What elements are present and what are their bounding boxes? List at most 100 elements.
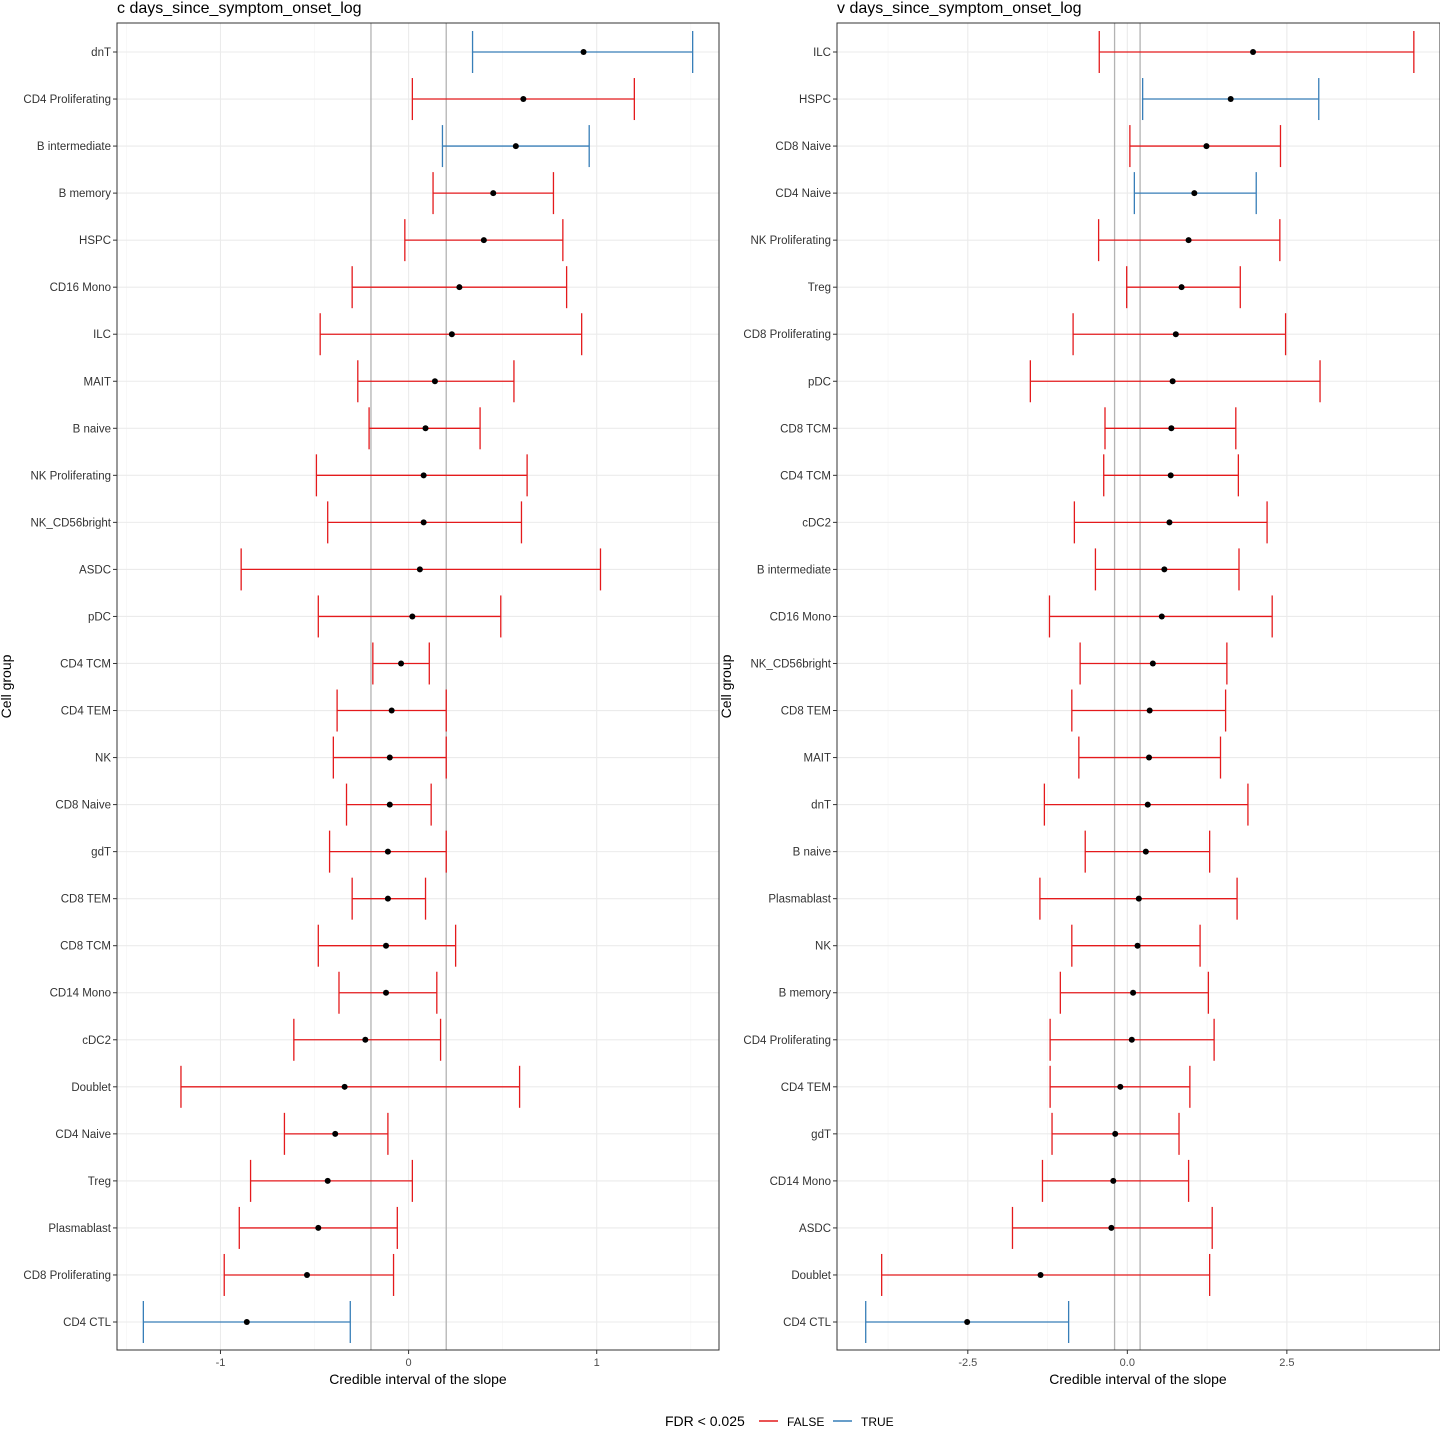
errorbar-cd14-mono <box>1041 1159 1190 1202</box>
point-estimate-plasmablast <box>315 1224 322 1231</box>
point-estimate-pdc <box>1169 378 1176 385</box>
point-estimate-plasmablast <box>1135 895 1142 902</box>
point-estimate-cd8-proliferating <box>1172 331 1179 338</box>
y-tick-label: CD8 Proliferating <box>23 1270 111 1282</box>
point-estimate-cd4-tem <box>1117 1083 1124 1090</box>
point-estimate-cd4-ctl <box>964 1319 971 1325</box>
point-estimate-b-memory <box>1130 989 1137 996</box>
point-estimate-nk <box>1134 942 1141 949</box>
y-tick-label: CD8 Naive <box>55 800 111 812</box>
errorbar-cd8-naive <box>345 783 432 826</box>
point-estimate-cd4-ctl <box>243 1319 250 1325</box>
y-tick-label: B memory <box>779 988 832 1000</box>
legend-label-false: FALSE <box>787 1415 824 1429</box>
errorbar-hspc <box>1141 78 1320 121</box>
point-estimate-nk-proliferating <box>1185 237 1192 244</box>
errorbar-treg <box>249 1159 414 1202</box>
point-estimate-cd8-tcm <box>383 942 390 949</box>
x-tick-label: 1 <box>594 1357 600 1369</box>
point-estimate-gdt <box>384 848 391 855</box>
y-tick-label: CD4 TEM <box>781 1082 831 1094</box>
errorbar-nk <box>332 736 447 779</box>
errorbar-b-memory <box>1059 971 1210 1014</box>
errorbar-cd4-ctl <box>142 1301 351 1343</box>
legend-label-true: TRUE <box>861 1415 894 1429</box>
errorbar-cdc2 <box>293 1018 442 1061</box>
y-tick-label: CD4 Naive <box>55 1129 111 1141</box>
errorbar-cd4-tcm <box>1103 454 1240 497</box>
errorbar-doublet <box>881 1253 1211 1296</box>
point-estimate-ilc <box>448 331 455 338</box>
errorbar-asdc <box>240 548 602 591</box>
point-estimate-dnt <box>1144 801 1151 808</box>
point-estimate-doublet <box>1037 1271 1044 1278</box>
errorbar-nk <box>1071 924 1201 967</box>
y-tick-label: CD4 TCM <box>780 470 831 482</box>
point-estimate-cd8-naive <box>386 801 393 808</box>
y-tick-label: ILC <box>813 47 831 59</box>
point-estimate-b-naive <box>422 425 429 432</box>
errorbar-b-naive <box>368 407 481 450</box>
point-estimate-nk <box>386 754 393 761</box>
y-tick-label: Plasmablast <box>768 894 831 906</box>
y-tick-label: CD4 TEM <box>61 706 111 718</box>
errorbar-mait <box>1078 736 1222 779</box>
point-estimate-cd8-tem <box>1146 707 1153 714</box>
point-estimate-cd4-tem <box>388 707 395 714</box>
point-estimate-treg <box>1178 284 1185 291</box>
y-tick-label: B memory <box>59 188 112 200</box>
point-estimate-nk-cd56bright <box>1149 660 1156 667</box>
point-estimate-cd4-tcm <box>1167 472 1174 479</box>
errorbar-cd4-tem <box>336 689 447 732</box>
errorbar-gdt <box>328 830 447 873</box>
point-estimate-b-intermediate <box>512 143 519 150</box>
x-tick-label: 0 <box>406 1357 412 1369</box>
errorbar-hspc <box>404 219 564 262</box>
errorbar-b-intermediate <box>441 125 590 168</box>
panel-title: v days_since_symptom_onset_log <box>837 0 1082 17</box>
errorbar-asdc <box>1011 1206 1213 1249</box>
errorbar-cd8-tem <box>1071 689 1227 732</box>
point-estimate-nk-proliferating <box>420 472 427 479</box>
y-axis-title: Cell group <box>718 654 734 718</box>
x-tick-label: -2.5 <box>958 1357 977 1369</box>
forest-panel-c: dnT CD4 Proliferating B intermediate B memo… <box>0 0 720 1387</box>
y-axis-title: Cell group <box>0 654 14 718</box>
point-estimate-cd16-mono <box>1158 613 1165 620</box>
errorbar-cd16-mono <box>351 266 568 309</box>
errorbar-cd8-proliferating <box>1072 313 1287 356</box>
errorbar-cd8-proliferating <box>223 1253 395 1296</box>
y-tick-label: CD8 TCM <box>60 941 111 953</box>
y-tick-label: Treg <box>88 1176 111 1188</box>
y-tick-label: CD4 Proliferating <box>23 94 111 106</box>
y-tick-label: NK <box>95 753 111 765</box>
x-axis-title: Credible interval of the slope <box>1049 1371 1227 1387</box>
errorbar-cd8-naive <box>1129 125 1282 168</box>
errorbar-gdt <box>1051 1112 1180 1155</box>
errorbar-cd4-tem <box>1049 1065 1191 1108</box>
y-tick-label: Plasmablast <box>48 1223 111 1235</box>
errorbar-cd4-proliferating <box>411 78 635 121</box>
y-tick-label: CD4 Proliferating <box>743 1035 831 1047</box>
point-estimate-doublet <box>341 1083 348 1090</box>
y-tick-label: B naive <box>793 847 831 859</box>
errorbar-cdc2 <box>1073 501 1268 544</box>
errorbar-ilc <box>319 313 583 356</box>
point-estimate-cd4-proliferating <box>520 96 527 103</box>
point-estimate-cd4-proliferating <box>1128 1036 1135 1043</box>
errorbar-doublet <box>180 1065 521 1108</box>
errorbar-cd4-ctl <box>865 1301 1070 1343</box>
errorbar-mait <box>357 360 515 403</box>
panel-background <box>117 23 719 1350</box>
y-tick-label: CD14 Mono <box>50 988 111 1000</box>
panel-title: c days_since_symptom_onset_log <box>117 0 362 17</box>
errorbar-ilc <box>1098 31 1415 73</box>
y-tick-label: MAIT <box>804 753 831 765</box>
y-tick-label: CD8 TCM <box>780 423 831 435</box>
y-tick-label: pDC <box>808 376 831 388</box>
y-tick-label: Doublet <box>71 1082 111 1094</box>
panel-border <box>836 22 1440 1351</box>
point-estimate-cdc2 <box>1166 519 1173 526</box>
errorbar-plasmablast <box>1039 877 1238 920</box>
y-tick-label: B intermediate <box>37 141 111 153</box>
